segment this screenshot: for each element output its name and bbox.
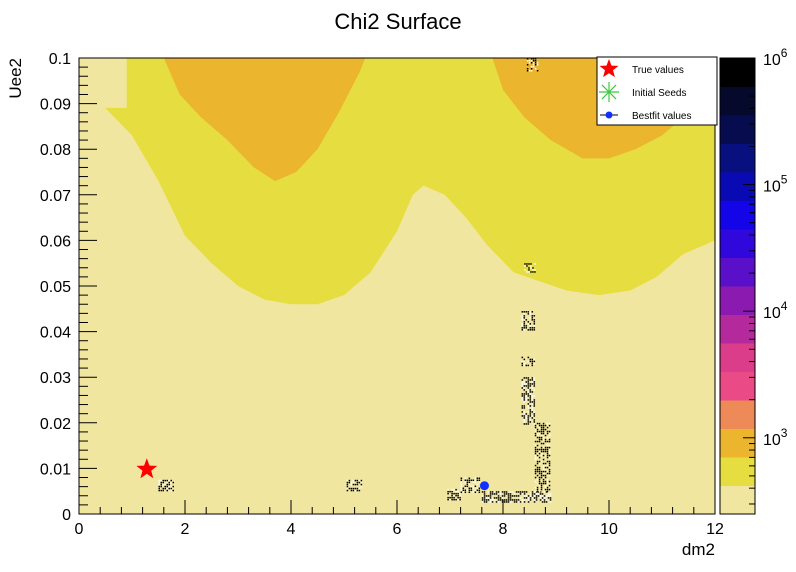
- y-tick-label: 0.01: [40, 461, 71, 478]
- y-tick-label: 0.09: [40, 97, 71, 114]
- true-value-marker: [136, 458, 158, 479]
- colorbar-step: [720, 229, 755, 258]
- legend-label: Bestfit values: [632, 111, 691, 122]
- colorbar-tick-label: 103: [763, 426, 788, 449]
- legend-asterisk-icon: [599, 82, 619, 102]
- x-tick-label: 4: [287, 521, 296, 538]
- colorbar-step: [720, 115, 755, 144]
- colorbar-step: [720, 172, 755, 201]
- x-axis-label: dm2: [682, 540, 715, 559]
- noisy-patch-10: [524, 263, 536, 273]
- colorbar-step: [720, 200, 755, 230]
- noisy-patch-6: [534, 422, 551, 493]
- noisy-patch-1: [158, 479, 174, 492]
- colorbar-step: [720, 428, 755, 458]
- x-tick-label: 12: [706, 521, 724, 538]
- y-tick-label: 0.07: [40, 188, 71, 205]
- y-tick-label: 0.05: [40, 279, 71, 296]
- colorbar-tick-label: 104: [763, 299, 788, 322]
- colorbar-step: [720, 400, 755, 429]
- legend-label: True values: [632, 65, 684, 76]
- noisy-cells-layer: [158, 58, 552, 503]
- heatmap-region: [79, 58, 715, 514]
- y-tick-label: 0: [62, 507, 71, 524]
- colorbar-step: [720, 485, 755, 515]
- colorbar-step: [720, 257, 755, 287]
- colorbar-step: [720, 286, 755, 315]
- heatmap-top-left-low-cells: [79, 58, 127, 108]
- colorbar-step: [720, 58, 755, 87]
- noisy-patch-7: [521, 377, 536, 425]
- y-tick-label: 0.02: [40, 416, 71, 433]
- colorbar-step: [720, 143, 755, 173]
- colorbar-step: [720, 314, 755, 344]
- noisy-patch-4: [460, 477, 481, 494]
- legend: True values Initial Seeds Bestfit values: [596, 56, 718, 126]
- legend-circle-icon: [605, 111, 613, 119]
- y-tick-label: 0.08: [40, 142, 71, 159]
- chart-title: Chi2 Surface: [334, 9, 461, 34]
- noisy-patch-9: [521, 311, 536, 331]
- y-axis-label: Uee2: [6, 58, 25, 99]
- x-tick-label: 10: [600, 521, 618, 538]
- legend-label: Initial Seeds: [632, 88, 686, 99]
- colorbar-step: [720, 343, 755, 372]
- heatmap-high-level-region: [163, 58, 686, 182]
- y-tick-label: 0.1: [49, 51, 71, 68]
- y-tick-label: 0.04: [40, 325, 71, 342]
- noisy-patch-11: [526, 58, 539, 72]
- y-tick-label: 0.03: [40, 370, 71, 387]
- x-axis: 0 2 4 6 8 10 12: [75, 500, 724, 538]
- colorbar-step: [720, 371, 755, 401]
- x-tick-label: 6: [393, 521, 402, 538]
- colorbar-step: [720, 457, 755, 486]
- color-scale-bar: 103 104 105 106: [719, 46, 788, 515]
- data-markers: [136, 458, 489, 491]
- noisy-patch-2: [346, 479, 363, 492]
- noisy-patch-5: [481, 491, 552, 503]
- y-tick-label: 0.06: [40, 233, 71, 250]
- legend-star-icon: [599, 59, 619, 78]
- noisy-patch-3: [447, 488, 461, 501]
- x-tick-label: 2: [181, 521, 190, 538]
- noisy-patch-8: [521, 356, 536, 367]
- colorbar-tick-label: 105: [763, 173, 788, 196]
- y-axis: 0 0.01 0.02 0.03 0.04 0.05 0.06 0.07 0.08 0.09 0.1: [40, 51, 97, 524]
- bestfit-marker: [479, 481, 489, 491]
- legend-box: [596, 56, 718, 126]
- x-tick-label: 8: [499, 521, 508, 538]
- x-tick-label: 0: [75, 521, 84, 538]
- colorbar-step: [720, 86, 755, 116]
- colorbar-tick-label: 106: [763, 46, 788, 69]
